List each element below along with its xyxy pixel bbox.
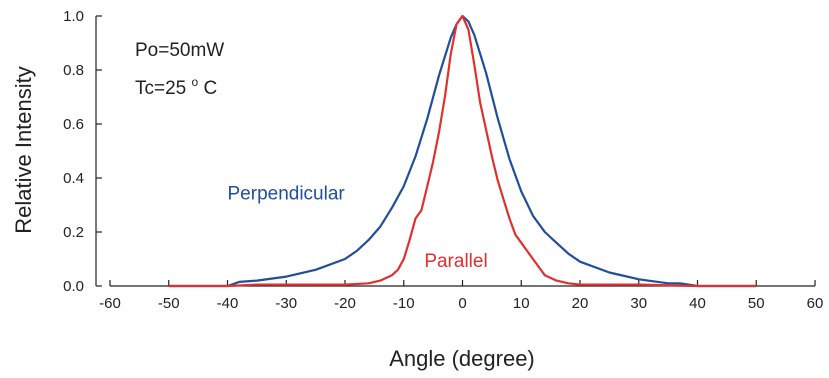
x-tick-label: 20 [572, 295, 589, 312]
temperature-degree-symbol: o [192, 75, 199, 89]
series-line-perpendicular [168, 14, 757, 288]
x-tick-label: 40 [689, 295, 706, 312]
y-tick-label: 0.4 [63, 170, 84, 187]
y-tick-label: 1.0 [63, 8, 84, 25]
x-tick-label: -60 [99, 295, 121, 312]
x-tick-label: 50 [748, 295, 765, 312]
temperature-annotation: Tc=25 o C [135, 70, 217, 99]
x-tick-label: 10 [513, 295, 530, 312]
y-axis-ticks: 0.0 0.2 0.4 0.6 0.8 1.0 [63, 8, 102, 295]
x-axis-ticks: -60 -50 -40 -30 -20 -10 0 10 20 30 40 50 60 [99, 280, 823, 312]
temperature-value: Tc=25 [135, 78, 186, 99]
series-label-parallel: Parallel [424, 251, 487, 272]
series-labels: Perpendicular Parallel [228, 184, 488, 273]
x-tick-label: -40 [217, 295, 239, 312]
y-tick-label: 0.6 [63, 116, 84, 133]
series-line-parallel [168, 14, 757, 288]
power-annotation: Po=50mW [135, 40, 224, 61]
x-tick-label: -50 [158, 295, 180, 312]
y-axis-title: Relative Intensity [11, 66, 36, 234]
series-label-perpendicular: Perpendicular [228, 184, 346, 205]
series-lines [168, 14, 757, 288]
x-tick-label: -10 [393, 295, 415, 312]
x-tick-label: 30 [630, 295, 647, 312]
y-tick-label: 0.2 [63, 224, 84, 241]
y-tick-label: 0.0 [63, 278, 84, 295]
x-tick-label: -30 [275, 295, 297, 312]
x-tick-label: -20 [334, 295, 356, 312]
temperature-unit: C [203, 78, 217, 99]
x-axis-title: Angle (degree) [389, 346, 535, 371]
x-tick-label: 0 [458, 295, 466, 312]
x-tick-label: 60 [807, 295, 824, 312]
y-tick-label: 0.8 [63, 62, 84, 79]
